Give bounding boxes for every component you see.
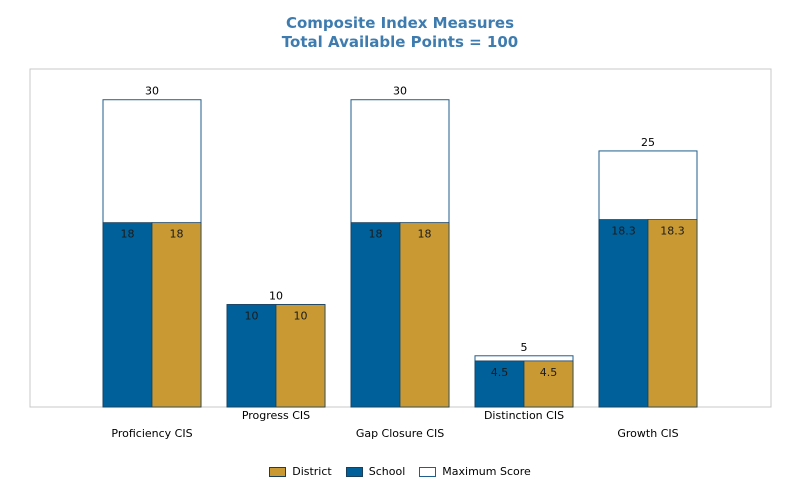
- x-tick-label-growth-cis: Growth CIS: [617, 427, 678, 440]
- bar-school-progress-cis: [226, 304, 277, 408]
- data-label-district-proficiency-cis: 18: [170, 228, 184, 241]
- chart-title-block: Composite Index Measures Total Available…: [0, 14, 800, 52]
- chart-legend: District School Maximum Score: [0, 465, 800, 478]
- data-label-school-proficiency-cis: 18: [121, 228, 135, 241]
- data-label-max-distinction-cis: 5: [521, 341, 528, 354]
- data-label-district-growth-cis: 18.3: [660, 225, 685, 238]
- bar-district-gap-closure-cis: [399, 222, 450, 408]
- bar-school-gap-closure-cis: [350, 222, 401, 408]
- x-tick-label-distinction-cis: Distinction CIS: [484, 409, 564, 422]
- data-label-school-progress-cis: 10: [245, 310, 259, 323]
- legend-swatch: [269, 466, 287, 477]
- x-tick-label-gap-closure-cis: Gap Closure CIS: [356, 427, 444, 440]
- data-label-school-distinction-cis: 4.5: [491, 366, 509, 379]
- x-tick-label-proficiency-cis: Proficiency CIS: [111, 427, 192, 440]
- bar-district-proficiency-cis: [151, 222, 202, 408]
- bar-chart: 30 18 18 Proficiency CIS 10 10 10 Progress CIS 3…: [29, 68, 772, 440]
- data-label-max-gap-closure-cis: 30: [393, 85, 407, 98]
- data-label-district-distinction-cis: 4.5: [540, 366, 558, 379]
- legend-item-district: District: [269, 465, 332, 478]
- data-label-district-gap-closure-cis: 18: [418, 228, 432, 241]
- legend-item-school: School: [345, 465, 406, 478]
- data-label-max-proficiency-cis: 30: [145, 85, 159, 98]
- x-tick-label-progress-cis: Progress CIS: [242, 409, 310, 422]
- bar-school-growth-cis: [598, 219, 649, 408]
- legend-label: School: [368, 465, 406, 478]
- data-label-max-progress-cis: 10: [269, 290, 283, 303]
- legend-swatch: [419, 466, 437, 477]
- data-label-max-growth-cis: 25: [641, 136, 655, 149]
- chart-title: Composite Index Measures: [285, 14, 515, 32]
- legend-label: District: [292, 465, 332, 478]
- bar-district-progress-cis: [275, 304, 326, 408]
- data-label-school-gap-closure-cis: 18: [369, 228, 383, 241]
- legend-swatch: [345, 466, 363, 477]
- data-label-school-growth-cis: 18.3: [611, 225, 636, 238]
- bar-district-growth-cis: [647, 219, 698, 408]
- legend-item-maximum-score: Maximum Score: [419, 465, 531, 478]
- legend-label: Maximum Score: [442, 465, 531, 478]
- chart-subtitle: Total Available Points = 100: [281, 33, 519, 51]
- data-label-district-progress-cis: 10: [294, 310, 308, 323]
- bar-school-distinction-cis: [474, 360, 525, 408]
- bar-school-proficiency-cis: [102, 222, 153, 408]
- bar-district-distinction-cis: [523, 360, 574, 408]
